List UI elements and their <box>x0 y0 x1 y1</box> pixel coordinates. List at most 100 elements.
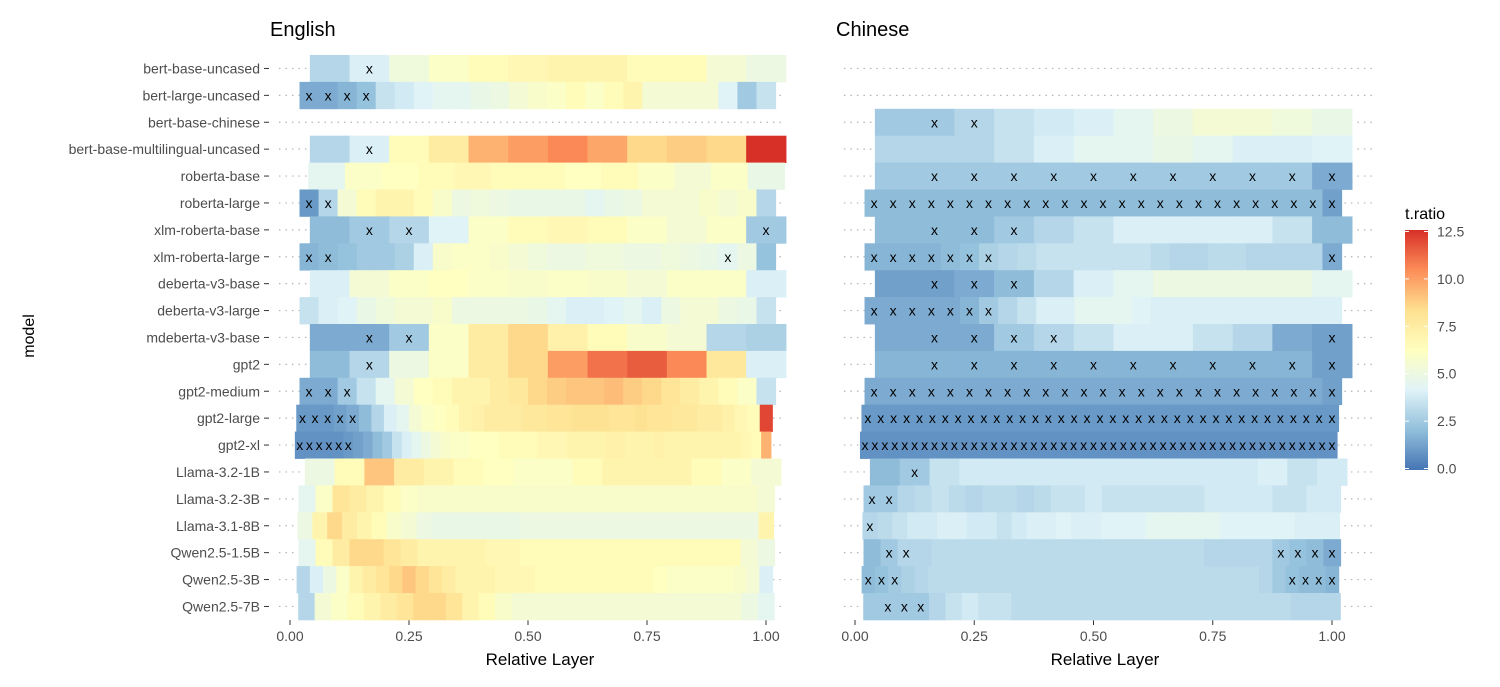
heatmap-cell <box>565 512 581 540</box>
heatmap-cell <box>1221 485 1239 513</box>
legend-tick-label: 2.5 <box>1437 413 1457 429</box>
heatmap-cell <box>1232 566 1247 594</box>
heatmap-cell <box>740 485 759 513</box>
heatmap-cell <box>296 566 311 594</box>
heatmap-cell <box>863 485 882 513</box>
heatmap-cell <box>585 81 605 110</box>
heatmap-cell <box>299 243 320 271</box>
heatmap-cell <box>342 512 358 540</box>
heatmap-cell <box>722 431 733 459</box>
heatmap-cell <box>413 189 434 217</box>
heatmap-cell <box>389 270 430 298</box>
significance-mark: x <box>325 437 332 453</box>
heatmap-cell <box>1196 404 1211 432</box>
heatmap-cell <box>659 593 677 621</box>
heatmap-cell <box>1284 297 1304 325</box>
significance-mark: x <box>931 276 938 292</box>
significance-mark: x <box>1020 437 1027 453</box>
significance-mark: x <box>325 249 332 265</box>
heatmap-cell <box>977 404 991 432</box>
heatmap-cell <box>489 243 510 271</box>
heatmap-cell <box>897 485 916 513</box>
heatmap-cell <box>1160 512 1177 540</box>
heatmap-cell <box>605 431 617 459</box>
significance-mark: x <box>966 303 973 319</box>
significance-mark: x <box>1238 410 1245 426</box>
heatmap-cell <box>1093 593 1111 621</box>
heatmap-cell <box>508 135 549 163</box>
significance-mark: x <box>1249 356 1256 372</box>
heatmap-cell <box>998 189 1018 217</box>
legend: t.ratio 0.0 2.5 5.0 7.5 10.0 12.5 <box>1405 206 1464 477</box>
heatmap-cell <box>485 539 504 567</box>
heatmap-cell <box>954 566 969 594</box>
heatmap-cell <box>672 485 691 513</box>
heatmap-cell <box>1073 216 1114 244</box>
significance-mark: x <box>1011 222 1018 238</box>
heatmap-cell <box>1197 431 1209 459</box>
heatmap-cell <box>1217 431 1229 459</box>
significance-mark: x <box>947 249 954 265</box>
heatmap-cell <box>304 458 336 486</box>
heatmap-cell <box>746 324 787 352</box>
heatmap-cell <box>757 539 776 567</box>
heatmap-cell <box>883 297 904 325</box>
heatmap-cell <box>450 431 461 459</box>
heatmap-cell <box>1153 539 1171 567</box>
significance-mark: x <box>1030 437 1037 453</box>
heatmap-cell <box>461 512 477 540</box>
heatmap-cell <box>1033 108 1075 137</box>
heatmap-cell <box>954 350 995 379</box>
heatmap-cell <box>401 512 418 540</box>
heatmap-cell <box>1150 189 1171 217</box>
significance-mark: x <box>1023 383 1030 399</box>
significance-mark: x <box>1050 168 1057 184</box>
significance-mark: x <box>917 598 924 614</box>
heatmap-cell <box>1289 539 1308 567</box>
heatmap-cell <box>1007 566 1022 594</box>
heatmap-cell <box>312 512 328 540</box>
significance-mark: x <box>1060 437 1067 453</box>
heatmap-cell <box>925 404 940 432</box>
heatmap-cell <box>864 297 885 325</box>
significance-mark: x <box>1209 356 1216 372</box>
heatmap-cell <box>699 377 719 406</box>
heatmap-cell <box>587 566 602 594</box>
heatmap-cell <box>535 512 551 540</box>
heatmap-cell <box>528 81 548 110</box>
heatmap-cell <box>1132 404 1146 432</box>
significance-mark: x <box>980 410 987 426</box>
heatmap-cell <box>468 216 509 244</box>
heatmap-cell <box>1011 512 1028 540</box>
heatmap-cell <box>874 270 916 298</box>
heatmap-cell <box>327 512 343 540</box>
heatmap-cell <box>1265 189 1285 217</box>
heatmap-cell <box>363 593 381 621</box>
heatmap-cell <box>959 458 990 486</box>
heatmap-cell <box>674 162 712 190</box>
heatmap-cell <box>428 270 470 298</box>
significance-mark: x <box>1200 410 1207 426</box>
significance-mark: x <box>1179 437 1186 453</box>
significance-mark: x <box>891 572 898 588</box>
heatmap-cell <box>1153 270 1194 298</box>
heatmap-cell <box>1232 108 1273 137</box>
heatmap-cell <box>356 189 377 217</box>
heatmap-cell <box>638 485 657 513</box>
heatmap-cell <box>706 350 747 379</box>
heatmap-cell <box>1209 404 1224 432</box>
heatmap-cell <box>1247 431 1259 459</box>
heatmap-cell <box>1153 485 1171 513</box>
heatmap-cell <box>491 162 529 190</box>
heatmap-cell <box>347 593 365 621</box>
significance-mark: x <box>1100 437 1107 453</box>
heatmap-cell <box>931 485 950 513</box>
heatmap-cell <box>954 216 995 244</box>
heatmap-cell <box>941 566 955 594</box>
heatmap-cell <box>1284 243 1304 271</box>
y-tick-label: bert-base-chinese <box>148 114 260 130</box>
heatmap-cell <box>537 431 549 459</box>
heatmap-cell <box>723 485 742 513</box>
significance-mark: x <box>1100 195 1107 211</box>
heatmap-cell <box>994 324 1035 352</box>
